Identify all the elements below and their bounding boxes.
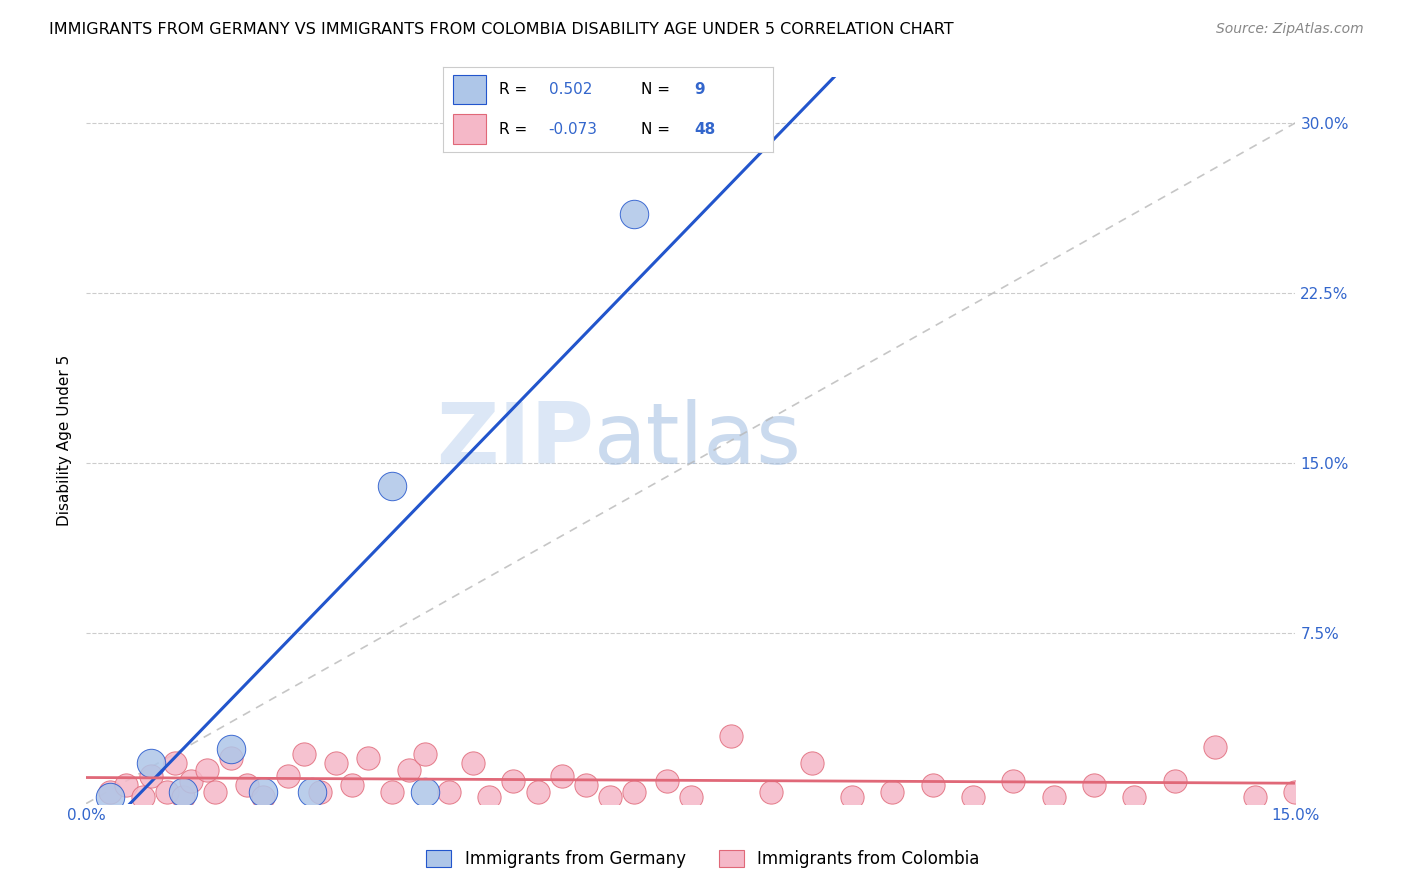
Point [139, 769, 162, 783]
Point [277, 769, 299, 783]
Point [655, 773, 678, 788]
Text: 9: 9 [695, 82, 704, 97]
Point [139, 756, 162, 770]
Y-axis label: Disability Age Under 5: Disability Age Under 5 [58, 355, 72, 526]
Legend: Immigrants from Germany, Immigrants from Colombia: Immigrants from Germany, Immigrants from… [419, 843, 987, 875]
Point [172, 789, 194, 804]
Point [413, 785, 436, 799]
Point [720, 729, 742, 743]
Point [461, 756, 484, 770]
Point [340, 779, 363, 793]
Text: N =: N = [641, 82, 671, 97]
Point [623, 206, 645, 220]
Point [437, 785, 460, 799]
Point [761, 785, 783, 799]
Text: 48: 48 [695, 121, 716, 136]
Point [841, 789, 863, 804]
Text: atlas: atlas [593, 399, 801, 482]
Point [172, 785, 194, 799]
Point [962, 789, 984, 804]
Point [478, 789, 501, 804]
Point [398, 763, 420, 777]
Point [219, 742, 242, 756]
Text: ZIP: ZIP [436, 399, 593, 482]
Point [381, 785, 404, 799]
Point [195, 763, 218, 777]
Point [1284, 785, 1306, 799]
Point [163, 756, 186, 770]
Point [575, 779, 598, 793]
Point [98, 785, 121, 799]
Point [1163, 773, 1185, 788]
Point [357, 751, 380, 765]
Point [236, 779, 259, 793]
Point [309, 785, 332, 799]
Point [1244, 789, 1267, 804]
Point [325, 756, 347, 770]
Point [204, 785, 226, 799]
Point [1204, 739, 1226, 754]
Point [502, 773, 524, 788]
Text: -0.073: -0.073 [548, 121, 598, 136]
Point [381, 479, 404, 493]
Point [219, 751, 242, 765]
Point [252, 785, 274, 799]
Text: Source: ZipAtlas.com: Source: ZipAtlas.com [1216, 22, 1364, 37]
Text: N =: N = [641, 121, 671, 136]
Point [180, 773, 202, 788]
Point [98, 789, 121, 804]
Point [156, 785, 179, 799]
Point [1042, 789, 1064, 804]
Point [131, 789, 153, 804]
Point [1002, 773, 1025, 788]
Text: 0.502: 0.502 [548, 82, 592, 97]
Point [1083, 779, 1105, 793]
Point [599, 789, 621, 804]
Point [679, 789, 702, 804]
FancyBboxPatch shape [453, 75, 486, 104]
Point [921, 779, 943, 793]
Point [292, 747, 315, 761]
Point [623, 785, 645, 799]
Point [526, 785, 548, 799]
Point [413, 747, 436, 761]
FancyBboxPatch shape [453, 114, 486, 144]
Text: R =: R = [499, 121, 527, 136]
Point [800, 756, 823, 770]
Point [115, 779, 138, 793]
Point [551, 769, 574, 783]
Point [1123, 789, 1146, 804]
Point [882, 785, 904, 799]
Text: R =: R = [499, 82, 527, 97]
Text: IMMIGRANTS FROM GERMANY VS IMMIGRANTS FROM COLOMBIA DISABILITY AGE UNDER 5 CORRE: IMMIGRANTS FROM GERMANY VS IMMIGRANTS FR… [49, 22, 953, 37]
Point [301, 785, 323, 799]
Point [252, 789, 274, 804]
